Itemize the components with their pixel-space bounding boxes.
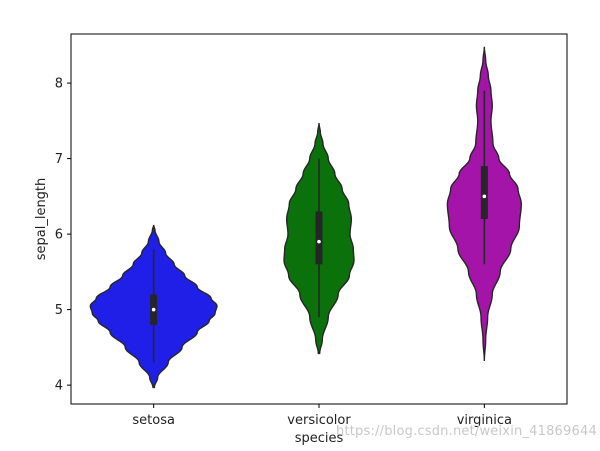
watermark: https://blog.csdn.net/weixin_41869644 — [336, 424, 597, 439]
violin-iqr-box-virginica — [480, 166, 488, 219]
x-axis: setosa versicolor virginica — [132, 404, 512, 428]
x-axis-label: species — [295, 431, 344, 446]
violin-median-dot-versicolor — [317, 239, 321, 244]
violins-layer — [89, 46, 522, 389]
y-axis: 4 5 6 7 8 — [55, 77, 71, 394]
violin-median-dot-virginica — [482, 194, 487, 199]
x-tick-label: virginica — [457, 413, 512, 428]
y-tick-label: 7 — [55, 152, 63, 167]
x-tick-label: versicolor — [287, 413, 351, 428]
y-tick-label: 8 — [55, 77, 63, 92]
y-tick-label: 4 — [55, 379, 63, 394]
y-tick-label: 6 — [55, 228, 63, 243]
y-tick-label: 5 — [55, 303, 63, 318]
violin-iqr-box-versicolor — [315, 211, 323, 265]
x-tick-label: setosa — [132, 413, 175, 428]
y-axis-label: sepal_length — [34, 178, 49, 261]
violin-median-dot-setosa — [151, 307, 156, 312]
